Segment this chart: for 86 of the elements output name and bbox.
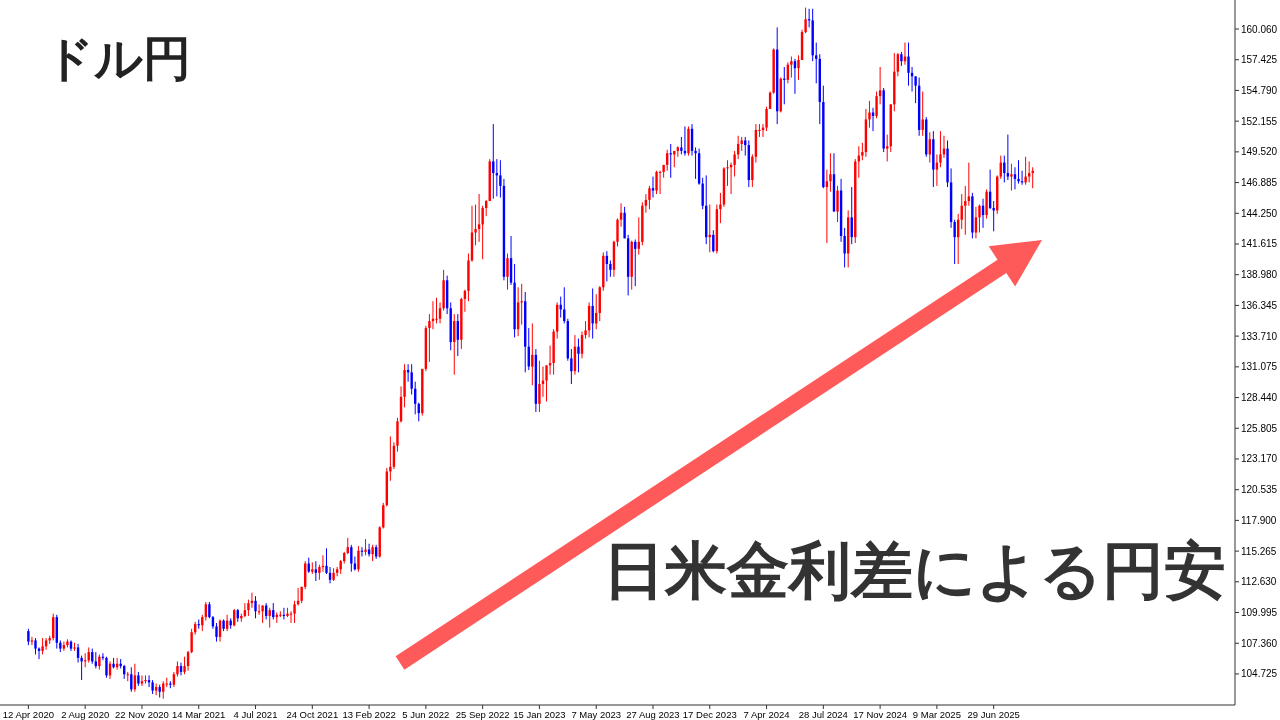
y-tick-label: 133.710	[1241, 330, 1278, 342]
x-tick-label: 13 Feb 2022	[342, 709, 396, 720]
x-tick-label: 25 Sep 2022	[455, 709, 510, 720]
candlestick	[257, 603, 261, 616]
y-tick-label: 109.995	[1241, 607, 1278, 619]
candlestick	[144, 674, 147, 685]
y-tick-label: 104.725	[1241, 668, 1278, 680]
candlestick	[815, 42, 818, 84]
y-tick-label: 125.805	[1241, 422, 1278, 434]
candlestick	[712, 229, 715, 253]
candlestick	[154, 683, 158, 696]
y-tick-label: 144.250	[1241, 207, 1278, 219]
y-tick-label: 149.520	[1241, 146, 1278, 158]
candlestick	[804, 7, 807, 34]
candlestick	[651, 176, 655, 199]
candlestick	[1027, 160, 1031, 183]
x-tick-label: 4 Jul 2021	[233, 709, 278, 720]
candlestick	[797, 54, 800, 81]
candlestick	[389, 435, 392, 482]
y-tick-label: 120.535	[1241, 484, 1278, 496]
candlestick	[1010, 163, 1013, 192]
y-tick-label: 136.345	[1241, 299, 1278, 311]
x-tick-label: 7 Apr 2024	[743, 709, 790, 720]
candlestick	[1006, 134, 1010, 181]
candlestick	[30, 636, 34, 646]
candlestick	[1013, 166, 1017, 190]
y-tick-label: 115.265	[1241, 545, 1277, 557]
candlestick	[1024, 156, 1027, 186]
x-tick-label: 29 Jun 2025	[967, 709, 1020, 720]
y-tick-label: 117.900	[1241, 514, 1277, 526]
candlestick	[591, 287, 594, 340]
x-tick-label: 15 Jan 2023	[513, 709, 566, 720]
candlestick	[836, 185, 839, 223]
candlestick	[62, 641, 66, 652]
x-tick-label: 27 Aug 2023	[626, 709, 680, 720]
candlestick	[790, 56, 793, 78]
y-tick-label: 160.060	[1241, 23, 1278, 35]
candlestick	[744, 136, 747, 157]
candlestick	[577, 338, 580, 373]
candlestick	[967, 162, 971, 207]
x-tick-label: 7 May 2023	[571, 709, 622, 720]
x-tick-label: 28 Jul 2024	[798, 709, 848, 720]
candlestick	[357, 545, 360, 573]
x-tick-label: 9 Mar 2025	[912, 709, 961, 720]
text: ドル円	[45, 32, 191, 85]
candlestick	[435, 297, 438, 324]
x-tick-label: 17 Nov 2024	[853, 709, 908, 720]
candlestick	[1017, 159, 1020, 185]
candlestick	[964, 185, 967, 236]
y-tick-label: 157.425	[1241, 54, 1278, 66]
x-tick-label: 12 Apr 2020	[2, 709, 55, 720]
candlestick	[570, 348, 573, 385]
candlestick	[130, 666, 133, 693]
candlestick	[531, 322, 534, 386]
candlestick	[978, 204, 981, 234]
y-tick-label: 154.790	[1241, 84, 1278, 96]
x-tick-label: 14 Mar 2021	[172, 709, 226, 720]
y-tick-label: 146.885	[1241, 177, 1278, 189]
candlestick	[410, 363, 413, 396]
candlestick	[477, 193, 481, 243]
x-tick-label: 22 Nov 2020	[115, 709, 169, 720]
candlestick	[655, 170, 658, 195]
y-tick-label: 138.980	[1241, 269, 1278, 281]
candlestick	[907, 42, 910, 87]
candlestick	[506, 252, 509, 291]
x-tick-label: 24 Oct 2021	[286, 709, 339, 720]
x-tick-label: 17 Dec 2023	[682, 709, 737, 720]
y-tick-label: 112.630	[1241, 576, 1277, 588]
y-tick-label: 107.360	[1241, 637, 1278, 649]
candlestick	[105, 656, 108, 679]
y-tick-label: 141.615	[1241, 238, 1278, 250]
x-tick-label: 5 Jun 2022	[402, 709, 450, 720]
candlestick	[254, 595, 257, 619]
candlestick	[140, 674, 144, 687]
y-tick-label: 131.075	[1241, 361, 1278, 373]
candlestick	[985, 188, 988, 220]
annotation: 日米金利差による円安	[603, 536, 1226, 605]
candlestick	[350, 544, 353, 573]
y-tick-label: 123.170	[1241, 453, 1278, 465]
candlestick	[871, 107, 875, 132]
candlestick	[538, 360, 541, 413]
candlestick	[648, 185, 651, 210]
y-tick-label: 128.440	[1241, 392, 1278, 404]
x-tick-label: 2 Aug 2020	[61, 709, 110, 720]
candlestick	[886, 134, 889, 162]
y-tick-label: 152.155	[1241, 115, 1278, 127]
